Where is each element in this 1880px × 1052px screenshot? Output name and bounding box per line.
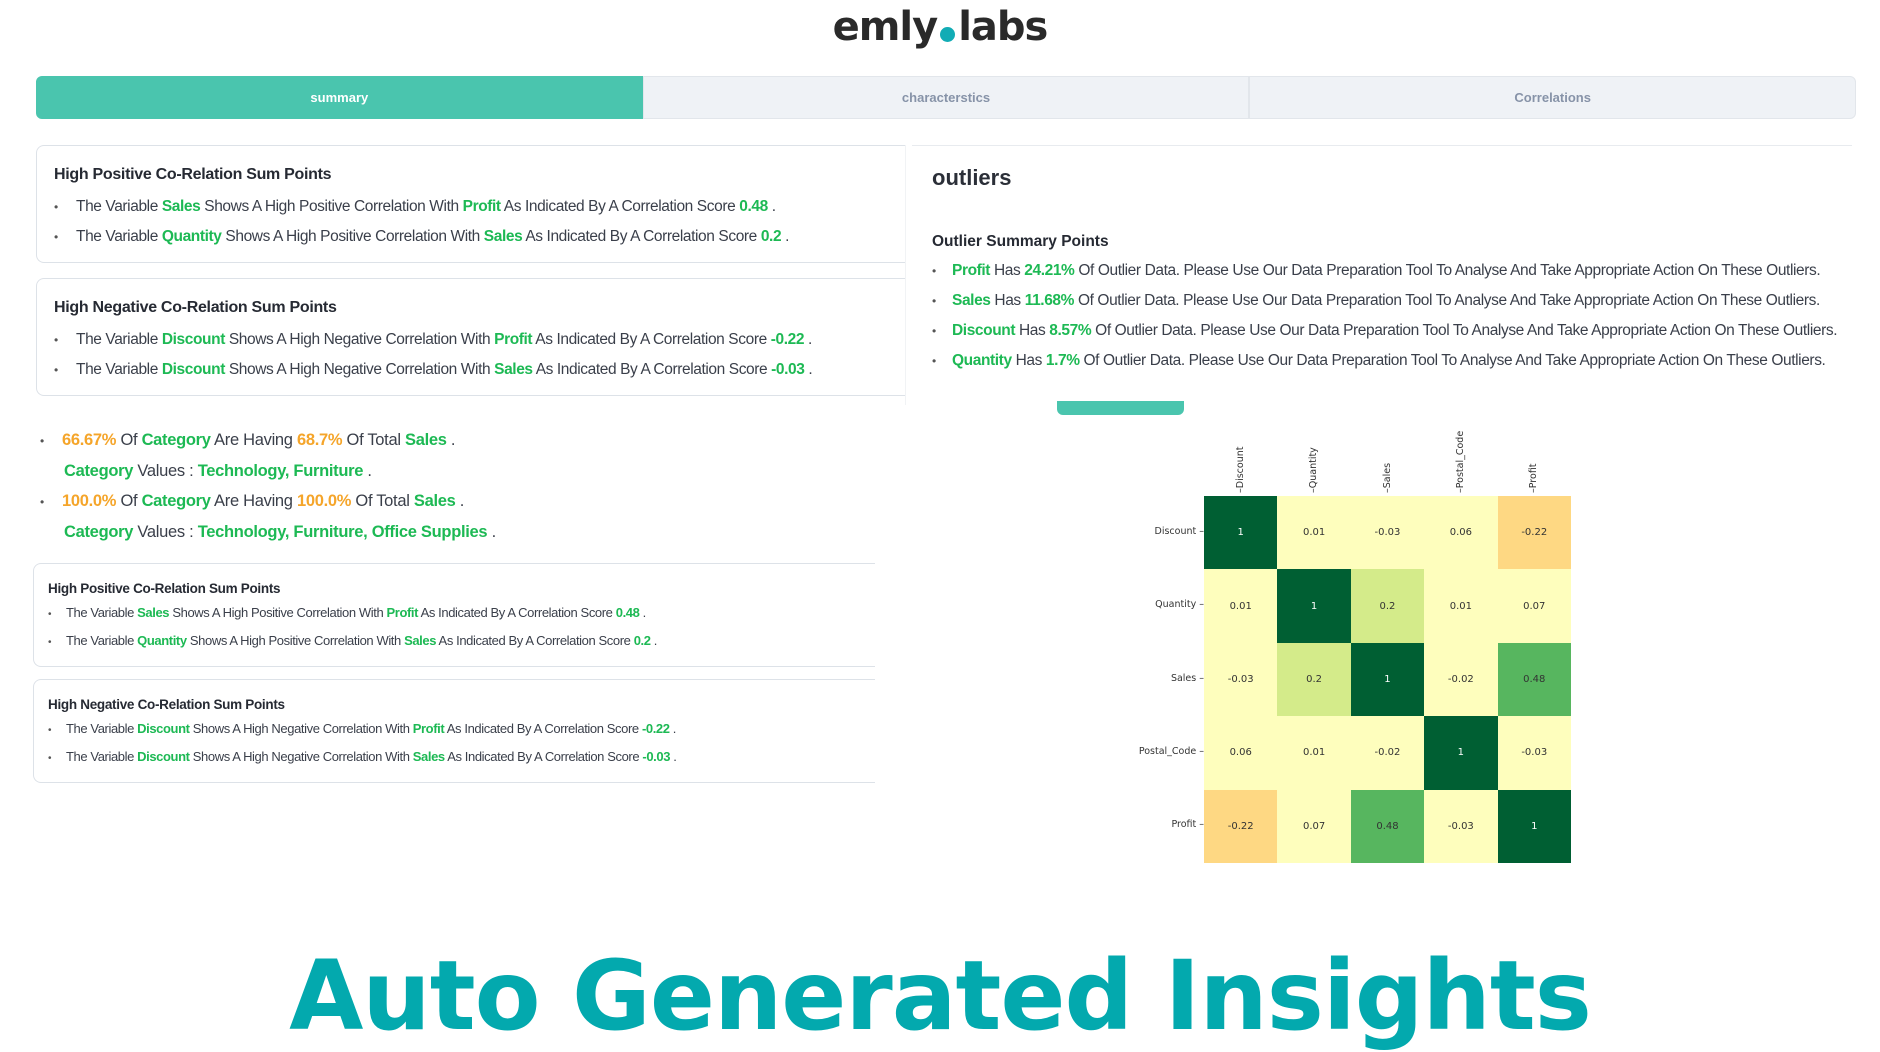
tab-summary[interactable]: summary [36, 76, 643, 119]
tab-correlations[interactable]: Correlations [1249, 76, 1857, 119]
heatmap-cell: 0.48 [1350, 789, 1425, 863]
heatmap-column-label: –Postal_Code [1454, 430, 1466, 493]
list-item: The Variable Sales Shows A High Positive… [54, 192, 906, 222]
heatmap-cell: -0.03 [1204, 642, 1278, 717]
outliers-list: Profit Has 24.21% Of Outlier Data. Pleas… [932, 256, 1838, 376]
list-item: The Variable Discount Shows A High Negat… [54, 325, 906, 355]
heatmap-column-label: –Discount [1234, 446, 1246, 493]
heatmap-cell: 0.07 [1277, 789, 1351, 863]
list-item: The Variable Quantity Shows A High Posit… [48, 628, 875, 656]
card-title: High Negative Co-Relation Sum Points [48, 697, 285, 712]
heatmap-cell: -0.03 [1350, 496, 1425, 570]
heatmap-row-label: Discount – [1154, 525, 1204, 537]
heatmap-cell: 0.01 [1277, 496, 1351, 570]
heatmap-cell: 1 [1277, 569, 1351, 643]
emly-labs-logo: emly labs [832, 4, 1049, 50]
list-item: Discount Has 8.57% Of Outlier Data. Plea… [932, 316, 1838, 346]
positive-correlation-card-small: High Positive Co-Relation Sum Points The… [33, 563, 875, 667]
heatmap-cell: -0.02 [1350, 716, 1425, 790]
heatmap-cell: 0.2 [1277, 642, 1351, 717]
list-item: Profit Has 24.21% Of Outlier Data. Pleas… [932, 256, 1837, 286]
heatmap-cell: -0.03 [1497, 716, 1571, 790]
negative-correlation-card-small: High Negative Co-Relation Sum Points The… [33, 679, 875, 783]
teal-button-fragment[interactable] [1057, 401, 1184, 415]
list-item: Sales Has 11.68% Of Outlier Data. Please… [932, 286, 1837, 316]
heatmap-cell: 0.01 [1424, 569, 1498, 643]
logo-dot-icon [940, 27, 956, 42]
tab-characteristics[interactable]: characterstics [642, 76, 1250, 119]
heatmap-cell: 0.07 [1497, 569, 1571, 643]
heatmap-cell: 0.48 [1497, 642, 1571, 717]
divider [905, 145, 906, 405]
list-item: The Variable Sales Shows A High Positive… [48, 600, 875, 628]
divider [912, 145, 1852, 146]
headline: Auto Generated Insights [289, 940, 1592, 1052]
heatmap-cell: -0.22 [1497, 496, 1571, 570]
heatmap-cell: 0.01 [1204, 569, 1278, 643]
list-item: The Variable Quantity Shows A High Posit… [54, 222, 906, 252]
category-insights: 66.67% Of Category Are Having 68.7% Of T… [40, 425, 496, 547]
heatmap-cell: 1 [1350, 642, 1425, 717]
heatmap-cell: 0.06 [1204, 716, 1278, 790]
heatmap-column-label: –Profit [1528, 463, 1540, 493]
correlation-heatmap: 1 0.01 -0.03 0.06 -0.22 0.01 1 0.2 0.01 0.07 -0.03… [1204, 496, 1571, 863]
card-title: High Positive Co-Relation Sum Points [48, 581, 281, 596]
category-values: Category Values : Technology, Furniture,… [64, 523, 496, 541]
list-item: 66.67% Of Category Are Having 68.7% Of T… [40, 425, 496, 456]
heatmap-cell: -0.02 [1424, 642, 1498, 717]
list-item: The Variable Discount Shows A High Negat… [54, 355, 906, 385]
list-item: The Variable Discount Shows A High Negat… [48, 744, 875, 772]
heatmap-cell: 1 [1497, 789, 1571, 863]
list-item: The Variable Discount Shows A High Negat… [48, 716, 875, 744]
heatmap-row-label: Quantity – [1155, 599, 1204, 611]
heatmap-cell: -0.03 [1424, 789, 1498, 863]
positive-correlation-card: High Positive Co-Relation Sum Points The… [36, 145, 906, 263]
heatmap-row-label: Sales – [1170, 672, 1204, 684]
outliers-subtitle: Outlier Summary Points [932, 233, 1109, 250]
heatmap-row-label: Profit – [1171, 819, 1204, 831]
heatmap-column-label: –Sales [1381, 462, 1393, 493]
card-title: High Negative Co-Relation Sum Points [54, 299, 337, 316]
heatmap-cell: 1 [1424, 716, 1498, 790]
heatmap-cell: 0.2 [1350, 569, 1425, 643]
outliers-title: outliers [932, 165, 1012, 190]
heatmap-row-label: Postal_Code – [1138, 745, 1204, 757]
heatmap-cell: 1 [1204, 496, 1278, 570]
list-item: Quantity Has 1.7% Of Outlier Data. Pleas… [932, 346, 1837, 376]
heatmap-column-label: –Quantity [1308, 447, 1320, 493]
heatmap-cell: 0.06 [1424, 496, 1498, 570]
tab-bar: summary characterstics Correlations [36, 76, 1857, 119]
negative-correlation-card: High Negative Co-Relation Sum Points The… [36, 278, 906, 396]
heatmap-cell: -0.22 [1204, 789, 1278, 863]
category-values: Category Values : Technology, Furniture … [64, 462, 372, 480]
list-item: 100.0% Of Category Are Having 100.0% Of … [40, 486, 496, 517]
card-title: High Positive Co-Relation Sum Points [54, 166, 332, 183]
heatmap-cell: 0.01 [1277, 716, 1351, 790]
